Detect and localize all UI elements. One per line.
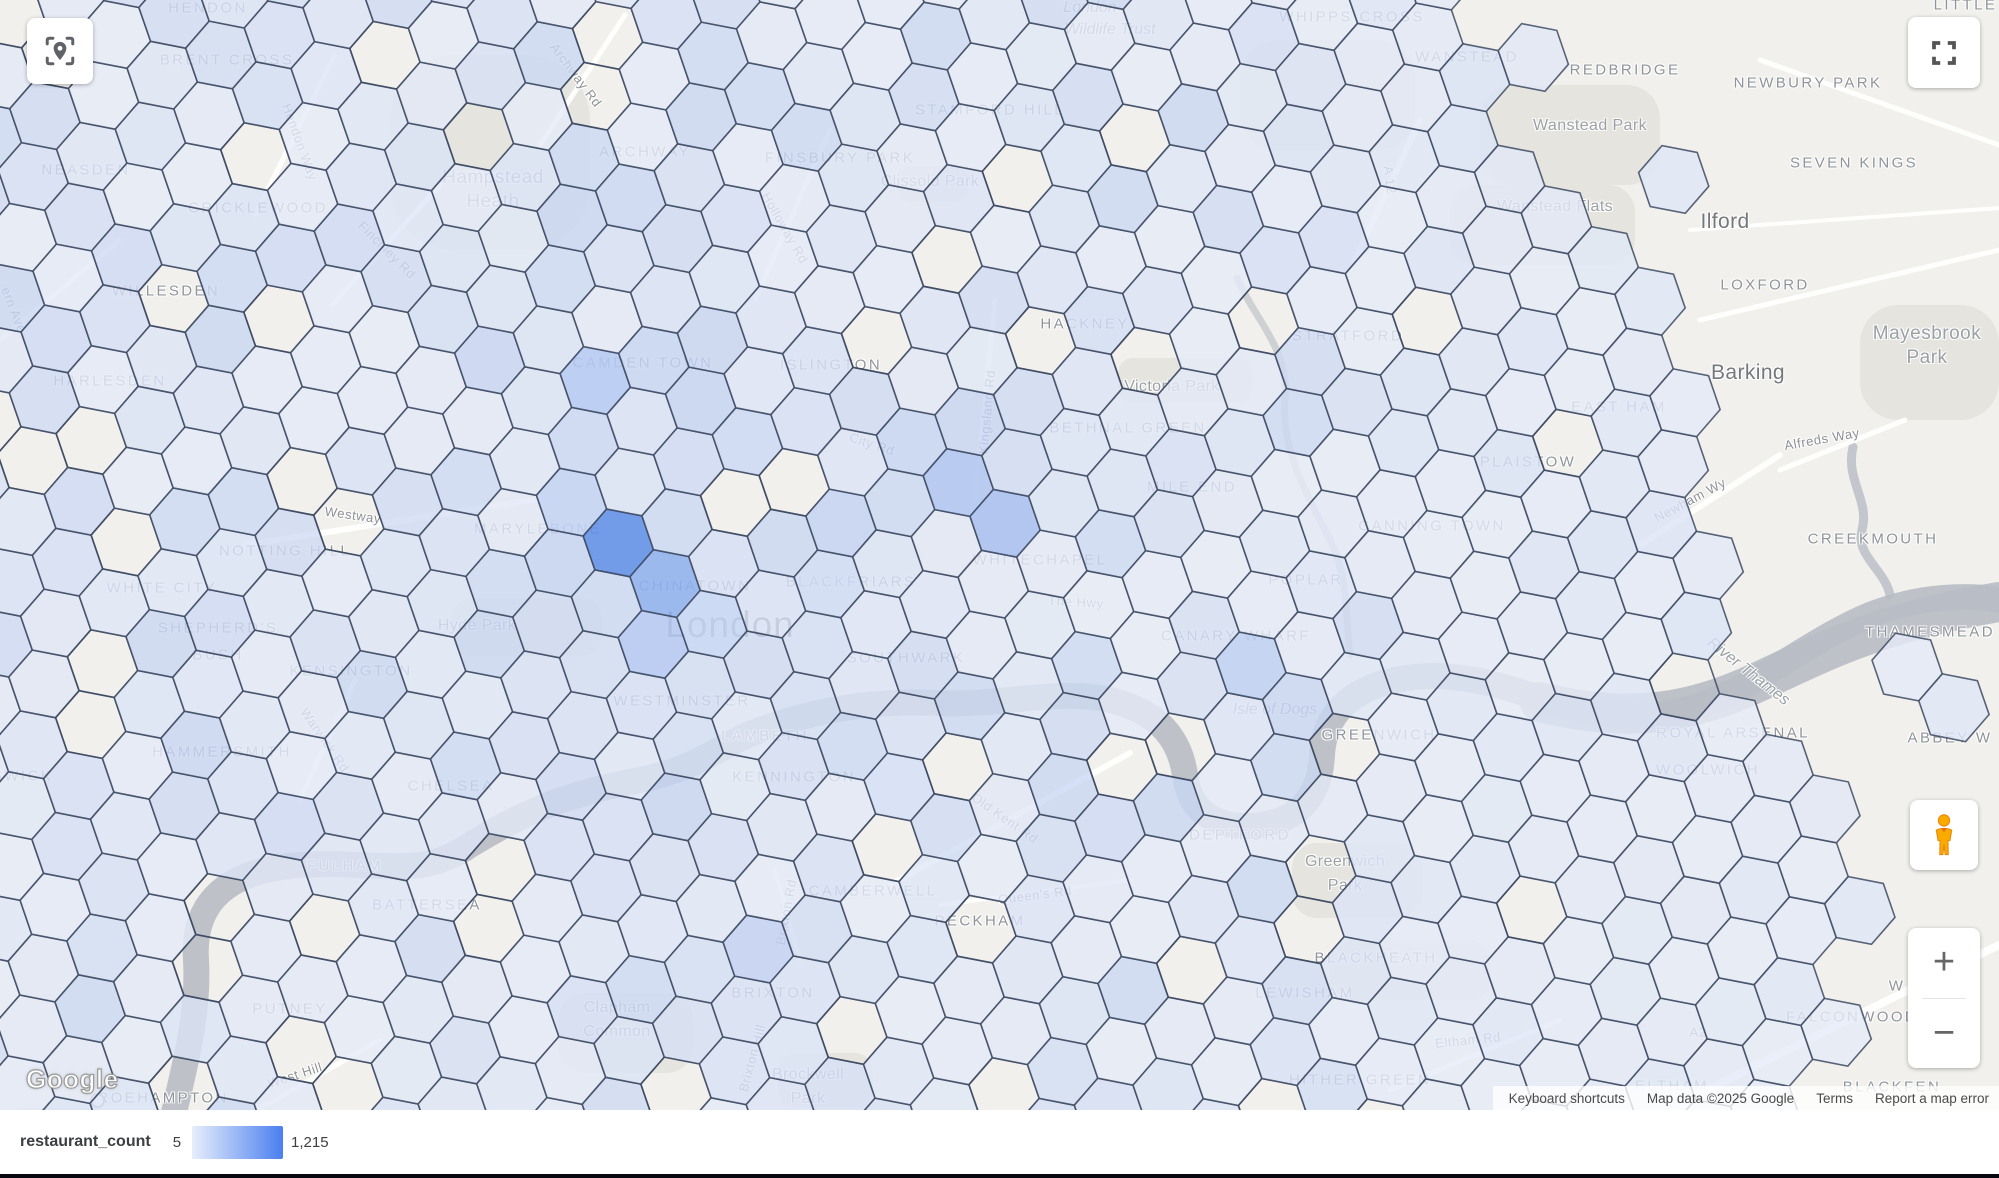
legend-max-value: 1,215 [291, 1133, 329, 1151]
map-label: LOXFORD [1720, 276, 1810, 294]
hex-cell[interactable] [1637, 144, 1710, 215]
map-attribution: Keyboard shortcuts Map data ©2025 Google T… [1492, 1086, 1999, 1110]
zoom-divider [1922, 997, 1966, 999]
hex-cell[interactable] [1788, 774, 1861, 844]
map-label: Wanstead Park [1533, 117, 1647, 134]
map-label: CREEKMOUTH [1807, 530, 1939, 548]
locate-button[interactable] [27, 18, 93, 84]
hex-cell[interactable] [1917, 673, 1991, 743]
hex-cell[interactable] [0, 163, 11, 231]
hex-cell[interactable] [1800, 997, 1873, 1067]
pegman-button[interactable] [1910, 800, 1978, 870]
locate-pin-icon [45, 36, 75, 66]
fullscreen-icon [1932, 40, 1956, 65]
attribution-link[interactable]: Keyboard shortcuts [1508, 1090, 1625, 1106]
hex-cell[interactable] [0, 731, 10, 799]
legend-gradient-swatch [192, 1125, 284, 1159]
hex-cell[interactable] [1497, 22, 1570, 93]
hex-cell[interactable] [1672, 530, 1745, 600]
map-label: Barking [1710, 361, 1786, 384]
hex-cell[interactable] [1648, 368, 1722, 438]
map-label: LITTLE I [1933, 0, 1999, 14]
pegman-icon [1935, 814, 1953, 856]
window-edge [0, 1174, 1999, 1178]
map-label: PECKHAM [934, 912, 1026, 930]
map-viewport[interactable]: HENDONBRENT CROSSNEASDENCRICKLEWOODWILLE… [0, 0, 1999, 1110]
map-label: Mayesbrook [1872, 323, 1982, 344]
map-label: REDBRIDGE [1569, 61, 1681, 79]
zoom-out-button[interactable]: − [1932, 1011, 1956, 1054]
legend-min-value: 5 [172, 1133, 182, 1151]
hex-cell[interactable] [0, 447, 11, 515]
attribution-link[interactable]: Terms [1816, 1090, 1853, 1106]
attribution-link[interactable]: Map data ©2025 Google [1646, 1090, 1795, 1106]
legend-bar: restaurant_count 5 1,215 [0, 1110, 1999, 1174]
fullscreen-button[interactable] [1908, 17, 1980, 88]
map-label: Park [1906, 347, 1948, 368]
map-label: Ilford [1700, 210, 1750, 233]
map-label: SEVEN KINGS [1789, 154, 1919, 172]
zoom-control: + − [1908, 928, 1980, 1068]
hex-cell[interactable] [1613, 266, 1687, 336]
map-label: NEWBURY PARK [1733, 74, 1883, 92]
hex-cell[interactable] [1823, 875, 1896, 946]
legend-field-name: restaurant_count [20, 1133, 151, 1150]
attribution-link[interactable]: Report a map error [1874, 1090, 1989, 1106]
zoom-in-button[interactable]: + [1932, 941, 1956, 984]
google-logo: Google [25, 1063, 119, 1094]
map-label: W [1888, 977, 1906, 995]
hex-cell[interactable] [1405, 0, 1475, 11]
hexbin-overlay [0, 0, 1991, 1110]
